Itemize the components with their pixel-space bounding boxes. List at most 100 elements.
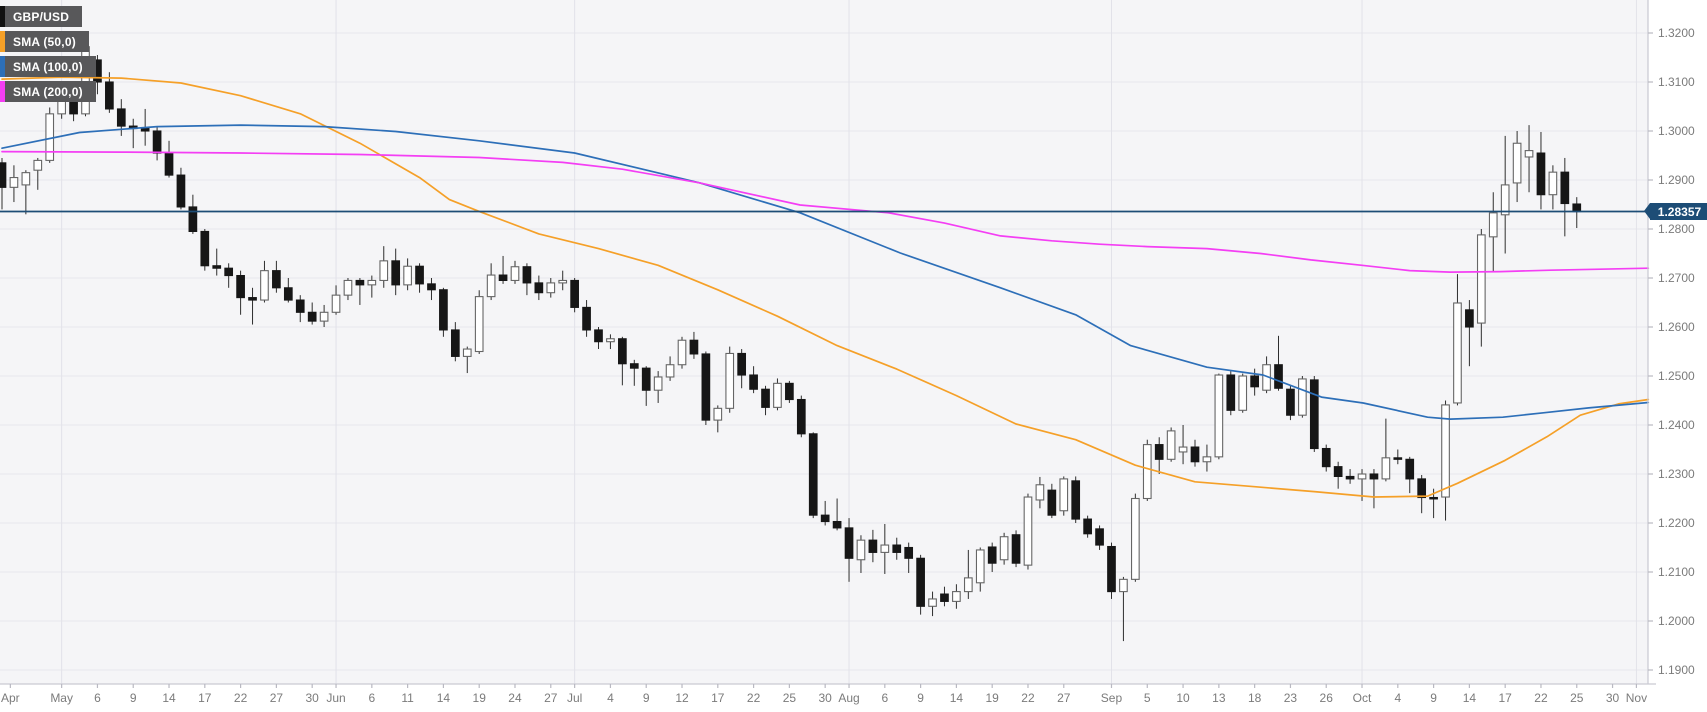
candle-body-oct-18 [1512, 142, 1522, 184]
candle-body-sep-3 [1119, 578, 1128, 593]
x-axis-label: Nov [1626, 691, 1647, 705]
candle-body-jun-3 [331, 294, 341, 313]
candle-body-aug-7 [892, 544, 902, 553]
current-price-tag: 1.28357 [1644, 203, 1707, 220]
candle-body-may-14 [164, 152, 174, 176]
candle-body-oct-10 [1441, 404, 1450, 498]
candle-body-may-28 [283, 287, 293, 301]
x-axis-label: Apr [1, 691, 20, 705]
x-axis-label: 17 [711, 691, 725, 705]
candle-body-sep-2 [1107, 545, 1116, 593]
x-axis-label: 30 [1606, 691, 1620, 705]
candle-body-sep-26 [1321, 447, 1331, 468]
candle-body-aug-5 [868, 539, 878, 553]
candle-body-oct-11 [1453, 302, 1462, 404]
candle-body-jun-14 [439, 289, 448, 331]
candle-body-sep-25 [1309, 379, 1319, 450]
x-axis-label: 14 [1463, 691, 1477, 705]
x-axis-label: 6 [368, 691, 375, 705]
sma-200-line [1, 150, 1650, 273]
candle-body-jul-29 [808, 433, 818, 516]
candle-body-sep-30 [1345, 475, 1355, 480]
candle-body-jul-12 [677, 339, 687, 366]
legend-item-sma200[interactable]: SMA (200,0) [0, 81, 96, 102]
candle-body-jun-18 [462, 348, 472, 357]
candle-body-jul-19 [737, 352, 747, 376]
candle-body-apr-30 [45, 113, 55, 161]
candle-body-aug-20 [999, 536, 1009, 561]
candle-body-jun-7 [379, 260, 389, 282]
candle-body-jun-5 [355, 279, 365, 286]
candle-body-may-17 [200, 230, 210, 267]
candle-body-oct-21 [1524, 150, 1534, 158]
candle-body-aug-9 [916, 557, 925, 607]
candle-body-sep-17 [1238, 375, 1248, 411]
x-axis-label: 26 [1320, 691, 1334, 705]
candle-body-oct-15 [1476, 234, 1486, 324]
candle-body-jun-19 [474, 296, 484, 353]
legend-item-symbol[interactable]: GBP/USD [0, 6, 83, 27]
legend-sma200-label: SMA (200,0) [13, 84, 83, 99]
candle-body-oct-14 [1465, 309, 1474, 328]
candle-body-aug-6 [880, 544, 890, 553]
candle-body-sep-12 [1202, 456, 1212, 463]
candle-body-may-24 [260, 270, 269, 301]
candle-body-may-13 [152, 130, 162, 154]
x-axis-label: 10 [1176, 691, 1190, 705]
x-axis-label: 17 [198, 691, 212, 705]
candle-body-aug-26 [1047, 489, 1057, 516]
indicator-legend: GBP/USD SMA (50,0) SMA (100,0) SMA (200,… [0, 6, 96, 102]
candle-body-jul-11 [665, 364, 675, 378]
x-axis-label: 9 [1430, 691, 1437, 705]
candle-body-oct-7 [1405, 458, 1415, 480]
candle-body-may-27 [272, 270, 281, 289]
candle-body-jun-28 [558, 279, 568, 284]
sma-100-line [1, 124, 1650, 420]
x-axis-label: 5 [1144, 691, 1151, 705]
legend-sma100-label: SMA (100,0) [13, 59, 83, 74]
candle-body-may-29 [295, 299, 305, 313]
sma-50-line [1, 76, 1650, 498]
candle-body-jun-13 [427, 283, 436, 291]
x-axis-label: Jun [326, 691, 345, 705]
candle-body-jul-1 [570, 279, 579, 308]
y-axis-label: 1.2500 [1658, 369, 1695, 383]
candle-body-jun-24 [510, 266, 520, 282]
y-axis-label: 1.2800 [1658, 222, 1695, 236]
y-axis-label: 1.2700 [1658, 271, 1695, 285]
candle-body-oct-23 [1548, 171, 1558, 196]
x-axis-label: 27 [270, 691, 284, 705]
y-axis-label: 1.2100 [1658, 565, 1695, 579]
candle-body-jul-22 [749, 374, 758, 390]
x-axis-label: 14 [162, 691, 176, 705]
candle-body-jun-21 [498, 274, 508, 281]
x-axis-label: 30 [306, 691, 320, 705]
candle-body-jul-9 [641, 367, 651, 391]
x-axis-label: 25 [1570, 691, 1584, 705]
candle-body-jul-16 [701, 353, 711, 421]
legend-item-sma50[interactable]: SMA (50,0) [0, 31, 89, 52]
candle-body-jul-8 [629, 363, 639, 369]
candle-body-jul-17 [713, 407, 723, 421]
legend-item-sma100[interactable]: SMA (100,0) [0, 56, 96, 77]
candle-body-aug-22 [1023, 496, 1033, 566]
candle-body-jun-27 [546, 282, 556, 294]
price-axis[interactable]: 1.3200 1.3100 1.3000 1.2900 1.2800 1.2700 1.26… [1648, 26, 1695, 677]
plot-background [0, 0, 1648, 684]
candle-body-aug-27 [1059, 478, 1069, 512]
candle-body-jun-26 [534, 282, 544, 294]
x-axis-label: 4 [1394, 691, 1401, 705]
time-axis[interactable]: Apr May 6 9 14 17 22 27 30 Jun 6 11 14 19 24 27 Jul 4 9 12 1… [1, 684, 1647, 705]
x-axis-label: 13 [1212, 691, 1226, 705]
x-axis-label: 22 [1534, 691, 1548, 705]
candle-body-sep-20 [1274, 364, 1283, 389]
candle-body-sep-5 [1142, 444, 1152, 500]
y-axis-label: 1.3100 [1658, 75, 1695, 89]
current-price-value: 1.28357 [1657, 204, 1702, 219]
candle-body-oct-9 [1429, 496, 1438, 500]
candle-body-may-20 [212, 265, 222, 269]
legend-symbol-label: GBP/USD [13, 9, 70, 24]
x-axis-label: May [50, 691, 73, 705]
